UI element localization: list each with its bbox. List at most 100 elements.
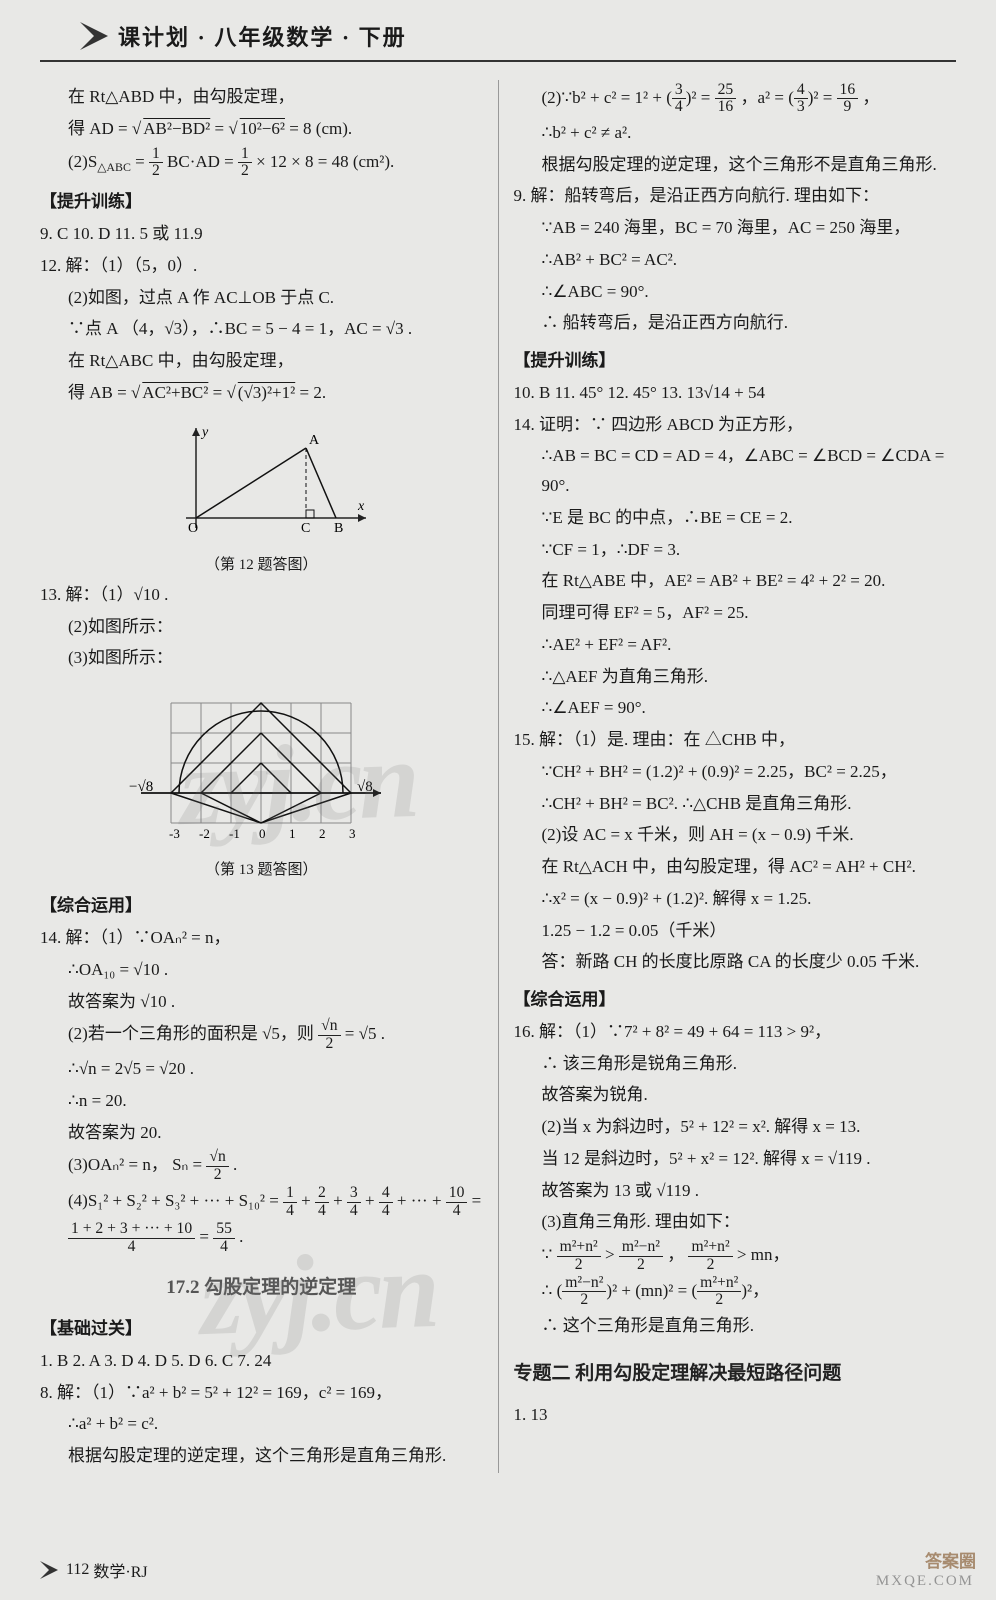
text-line: ∴n = 20. xyxy=(40,1086,483,1116)
text-line: ∴△AEF 为直角三角形. xyxy=(514,662,957,692)
text-line: 12. 解：（1）（5，0）. xyxy=(40,251,483,281)
t: = √5 . xyxy=(345,1024,385,1043)
svg-text:x: x xyxy=(357,499,365,514)
section-heading: 【提升训练】 xyxy=(40,187,483,217)
text-line: (2)∵b² + c² = 1² + (34)² = 2516 ，a² = (4… xyxy=(514,82,957,116)
section-heading: 【提升训练】 xyxy=(514,346,957,376)
text-line: 故答案为 13 或 √119 . xyxy=(514,1176,957,1206)
svg-text:1: 1 xyxy=(289,826,296,841)
text-line: ∴CH² + BH² = BC². ∴△CHB 是直角三角形. xyxy=(514,789,957,819)
footer-subject: 数学·RJ xyxy=(93,1558,147,1582)
svg-text:-2: -2 xyxy=(199,826,210,841)
t: = 8 (cm). xyxy=(289,119,352,138)
text-line: ∵CF = 1，∴DF = 3. xyxy=(514,535,957,565)
t: ∵ xyxy=(542,1245,553,1264)
text-line: (3)OAₙ² = n， Sₙ = √n2 . xyxy=(40,1149,483,1183)
text-line: ∵AB = 240 海里，BC = 70 海里，AC = 250 海里， xyxy=(514,213,957,243)
text-line: 14. 证明：∵ 四边形 ABCD 为正方形， xyxy=(514,410,957,440)
text-line: 15. 解：（1）是. 理由：在 △CHB 中， xyxy=(514,725,957,755)
text-line: ∴AB = BC = CD = AD = 4，∠ABC = ∠BCD = ∠CD… xyxy=(514,441,957,501)
corner-brand: 答案圈 xyxy=(925,1547,976,1572)
header-title: 课计划 · 八年级数学 · 下册 xyxy=(118,20,407,52)
text-line: 13. 解：（1）√10 . xyxy=(40,580,483,610)
svg-text:3: 3 xyxy=(349,826,356,841)
t: (2)S xyxy=(68,151,97,170)
text-line: 故答案为锐角. xyxy=(514,1080,957,1110)
t: + (mn)² = xyxy=(621,1281,691,1300)
text-line: ∴AE² + EF² = AF². xyxy=(514,630,957,660)
svg-text:0: 0 xyxy=(259,826,266,841)
text-line: 14. 解：（1）∵OAₙ² = n， xyxy=(40,923,483,953)
figure-caption: （第 13 题答图） xyxy=(40,857,483,883)
t: > mn， xyxy=(737,1245,790,1264)
text-line: 根据勾股定理的逆定理，这个三角形是直角三角形. xyxy=(40,1441,483,1471)
t: 得 AB = xyxy=(68,383,131,402)
text-line: ∴ 该三角形是锐角三角形. xyxy=(514,1049,957,1079)
logo-icon xyxy=(80,22,108,50)
text-line: 9. 解：船转弯后，是沿正西方向航行. 理由如下： xyxy=(514,181,957,211)
t: ， xyxy=(862,88,879,107)
text-line: (3)如图所示： xyxy=(40,643,483,673)
svg-text:C: C xyxy=(301,521,310,536)
text-line: 故答案为 20. xyxy=(40,1118,483,1148)
page-footer: 112 数学·RJ xyxy=(40,1558,148,1582)
text-line: ∴a² + b² = c². xyxy=(40,1409,483,1439)
text-line: ∴ 这个三角形是直角三角形. xyxy=(514,1311,957,1341)
section-heading: 【基础过关】 xyxy=(40,1314,483,1344)
text-line: 答：新路 CH 的长度比原路 CA 的长度少 0.05 千米. xyxy=(514,947,957,977)
text-line: ∴x² = (x − 0.9)² + (1.2)². 解得 x = 1.25. xyxy=(514,884,957,914)
text-line: ∴∠AEF = 90°. xyxy=(514,693,957,723)
left-column: 在 Rt△ABD 中，由勾股定理， 得 AD = √AB²−BD² = √10²… xyxy=(40,80,483,1473)
t: ，a² = xyxy=(740,88,788,107)
t: 得 AD = xyxy=(68,119,132,138)
answer-line: 9. C 10. D 11. 5 或 11.9 xyxy=(40,219,483,249)
svg-text:y: y xyxy=(200,425,209,440)
right-column: (2)∵b² + c² = 1² + (34)² = 2516 ，a² = (4… xyxy=(514,80,957,1473)
chapter-title: 17.2 勾股定理的逆定理 xyxy=(40,1271,483,1304)
svg-text:B: B xyxy=(334,521,343,536)
text-line: (2)如图，过点 A 作 AC⊥OB 于点 C. xyxy=(40,283,483,313)
section-heading: 【综合运用】 xyxy=(514,985,957,1015)
text-line: 当 12 是斜边时，5² + x² = 12². 解得 x = √119 . xyxy=(514,1144,957,1174)
text-line: ∵ m²+n²2 > m²−n²2 ， m²+n²2 > mn， xyxy=(514,1239,957,1273)
figure-12: O C B A y x xyxy=(146,418,376,548)
text-line: (2)如图所示： xyxy=(40,612,483,642)
text-line: ∴√n = 2√5 = √20 . xyxy=(40,1054,483,1084)
text-line: ∴AB² + BC² = AC². xyxy=(514,245,957,275)
section-heading: 【综合运用】 xyxy=(40,891,483,921)
svg-text:-1: -1 xyxy=(229,826,240,841)
t: (4)S₁² + S₂² + S₃² + ··· + S₁₀² = xyxy=(68,1191,283,1210)
t: = xyxy=(823,88,837,107)
answer-line: 1. 13 xyxy=(514,1400,957,1430)
text-line: (2)S△ABC = 12 BC·AD = 12 × 12 × 8 = 48 (… xyxy=(40,146,483,180)
text-line: (2)当 x 为斜边时，5² + 12² = x². 解得 x = 13. xyxy=(514,1112,957,1142)
text-line: 得 AD = √AB²−BD² = √10²−6² = 8 (cm). xyxy=(40,114,483,144)
t: = xyxy=(701,88,715,107)
t: = xyxy=(199,1227,213,1246)
text-line: (2)设 AC = x 千米，则 AH = (x − 0.9) 千米. xyxy=(514,820,957,850)
text-line: 故答案为 √10 . xyxy=(40,987,483,1017)
text-line: 16. 解：（1）∵7² + 8² = 49 + 64 = 113 > 9²， xyxy=(514,1017,957,1047)
text-line: ∴ 船转弯后，是沿正西方向航行. xyxy=(514,308,957,338)
text-line: 同理可得 EF² = 5，AF² = 25. xyxy=(514,598,957,628)
t: (2)∵b² + c² = 1² + xyxy=(542,88,667,107)
text-line: (2)若一个三角形的面积是 √5，则 √n2 = √5 . xyxy=(40,1018,483,1052)
text-line: ∴∠ABC = 90°. xyxy=(514,277,957,307)
footer-logo-icon xyxy=(40,1561,58,1579)
svg-text:2: 2 xyxy=(319,826,326,841)
text-line: 根据勾股定理的逆定理，这个三角形不是直角三角形. xyxy=(514,150,957,180)
text-line: 1 + 2 + 3 + ··· + 104 = 554 . xyxy=(40,1221,483,1255)
text-line: ∵点 A （4，√3），∴BC = 5 − 4 = 1，AC = √3 . xyxy=(40,314,483,344)
page-header: 课计划 · 八年级数学 · 下册 xyxy=(40,0,956,62)
text-line: 1.25 − 1.2 = 0.05（千米） xyxy=(514,916,957,946)
page-number: 112 xyxy=(66,1561,89,1579)
text-line: ∴b² + c² ≠ a². xyxy=(514,118,957,148)
content-columns: 在 Rt△ABD 中，由勾股定理， 得 AD = √AB²−BD² = √10²… xyxy=(0,80,996,1473)
text-line: ∴OA₁₀ = √10 . xyxy=(40,955,483,985)
text-line: 在 Rt△ABE 中，AE² = AB² + BE² = 4² + 2² = 2… xyxy=(514,566,957,596)
text-line: ∵CH² + BH² = (1.2)² + (0.9)² = 2.25，BC² … xyxy=(514,757,957,787)
text-line: 得 AB = √AC²+BC² = √(√3)²+1² = 2. xyxy=(40,378,483,408)
t: = 2. xyxy=(299,383,326,402)
text-line: ∵E 是 BC 的中点，∴BE = CE = 2. xyxy=(514,503,957,533)
figure-13: -3-2 -10 12 3 −√8 √8 xyxy=(121,683,401,853)
